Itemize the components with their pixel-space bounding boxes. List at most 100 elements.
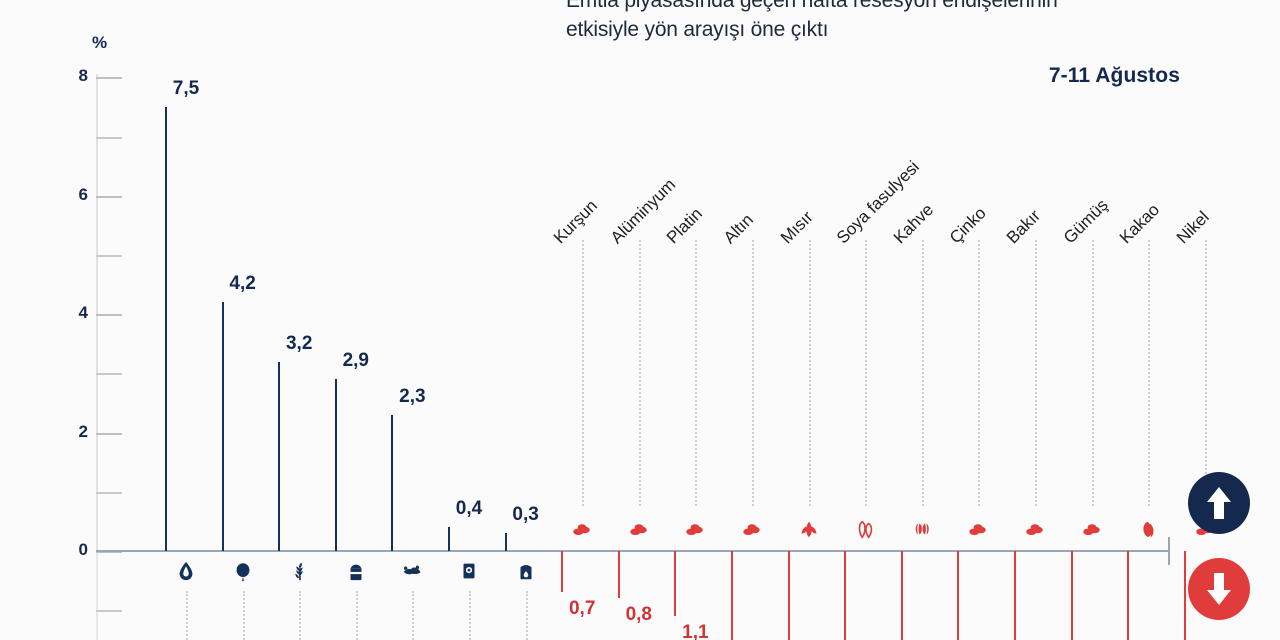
gridline-platin	[695, 240, 698, 506]
gridline-mısır	[808, 240, 811, 506]
metal-nugget-icon	[573, 524, 590, 536]
bar-brent-petrol[interactable]	[448, 527, 450, 551]
y-tick-label-4: 4	[78, 303, 88, 323]
y-tick-0	[96, 551, 122, 553]
gridline-bakır	[1035, 240, 1037, 506]
gridline-kurşun	[582, 240, 585, 506]
metal-nugget-icon	[969, 524, 987, 536]
bar-bakır[interactable]	[1014, 551, 1016, 640]
gas-drop-icon	[179, 561, 193, 581]
gridline-doğal-gaz	[186, 591, 188, 640]
axis-end-cap	[1168, 537, 1170, 565]
gas-drop-icon	[174, 559, 198, 583]
metal-nugget-icon	[966, 517, 990, 541]
gridline-altın	[752, 240, 754, 506]
bar-kakao[interactable]	[1127, 551, 1130, 640]
gridline-çinko	[978, 240, 981, 506]
sugar-sack-icon	[350, 564, 362, 581]
y-tick-3	[96, 373, 122, 376]
y-tick-label-6: 6	[78, 184, 88, 204]
bar-platin[interactable]	[674, 551, 677, 617]
value-label-alüminyum: 0,8	[625, 604, 652, 626]
bar-kurşun[interactable]	[561, 551, 564, 593]
wheat-icon	[295, 562, 303, 581]
corn-icon	[801, 521, 816, 538]
date-range-label: 7-11 Ağustos	[1048, 64, 1180, 87]
y-tick-6	[96, 195, 122, 198]
gridline-pamuk	[242, 591, 245, 640]
metal-nugget-icon	[1080, 517, 1104, 541]
arrow-up-badge	[1188, 472, 1250, 534]
metal-nugget-icon	[1023, 517, 1047, 541]
y-tick-label-0: 0	[78, 540, 88, 559]
gridline-soya-fasulyesi	[865, 240, 868, 506]
cotton-icon	[236, 563, 250, 582]
headline-line-2: etkisiyle yön arayışı öne çıktı	[566, 18, 829, 41]
category-label-kurşun: Kurşun	[550, 196, 602, 248]
category-label-kahve: Kahve	[889, 200, 937, 248]
bar-nikel[interactable]	[1183, 551, 1186, 640]
category-label-mısır: Mısır	[776, 207, 817, 248]
wheat-icon	[287, 559, 311, 583]
category-label-gümüş: Gümüş	[1059, 195, 1112, 248]
bar-kahve[interactable]	[900, 551, 903, 640]
gridline-nikel	[1204, 240, 1207, 506]
gridline-gümüş	[1091, 240, 1094, 506]
oil-barrel-icon	[463, 563, 475, 579]
bar-şeker[interactable]	[334, 379, 337, 551]
cocoa-icon	[1143, 521, 1154, 538]
sugar-sack-icon	[344, 559, 368, 583]
fuel-can-icon	[520, 565, 532, 580]
corn-icon	[797, 517, 821, 541]
bar-çinko[interactable]	[957, 551, 960, 640]
value-label-brent-petrol: 0,4	[455, 498, 483, 520]
value-label-şeker: 2,9	[342, 350, 369, 372]
metal-nugget-icon	[683, 517, 707, 541]
gridline-kakao	[1148, 240, 1151, 506]
value-label-pamuk: 4,2	[229, 273, 256, 295]
headline-line-1: Emtia piyasasında geçen hafta resesyon e…	[566, 0, 1058, 12]
y-tick-7	[96, 136, 122, 139]
arrow-up-icon	[1207, 487, 1231, 519]
y-tick-4	[96, 314, 122, 317]
bar-soya-fasulyesi[interactable]	[844, 551, 847, 640]
bar-mısır[interactable]	[787, 551, 790, 640]
value-label-kurşun: 0,7	[568, 598, 596, 620]
page-headline: Emtia piyasasında geçen hafta resesyon e…	[566, 0, 1206, 44]
value-label-ham-petrol: 0,3	[512, 504, 539, 526]
coffee-bean-icon	[915, 523, 929, 535]
bar-doğal-gaz[interactable]	[165, 107, 167, 551]
metal-nugget-icon	[630, 524, 647, 536]
y-tick-1	[96, 491, 122, 494]
y-tick--1	[96, 610, 122, 613]
bar-gümüş[interactable]	[1070, 551, 1073, 640]
y-axis-unit-label: %	[92, 33, 108, 52]
bar-buğday[interactable]	[278, 361, 281, 551]
cocoa-icon	[1136, 517, 1160, 541]
bar-pamuk[interactable]	[221, 302, 224, 551]
y-tick-label-2: 2	[78, 421, 88, 441]
bar-ham-petrol[interactable]	[504, 533, 507, 551]
gridline-şeker	[355, 591, 358, 640]
metal-nugget-icon	[570, 517, 594, 541]
y-tick-5	[96, 255, 122, 257]
value-label-platin: 1,1	[682, 622, 709, 640]
gridline-kahve	[921, 240, 924, 506]
metal-nugget-icon	[627, 517, 651, 541]
gridline-buğday	[299, 591, 302, 640]
bar-canlı-sığır[interactable]	[391, 414, 394, 551]
bar-altın[interactable]	[731, 551, 733, 640]
cattle-icon	[400, 559, 424, 583]
value-label-canlı-sığır: 2,3	[399, 385, 426, 407]
bar-alüminyum[interactable]	[617, 551, 620, 599]
metal-nugget-icon	[686, 524, 704, 536]
gridline-brent-petrol	[469, 591, 471, 640]
oil-barrel-icon	[457, 559, 481, 583]
category-label-nikel: Nikel	[1172, 207, 1213, 248]
metal-nugget-icon	[1026, 524, 1043, 536]
category-label-bakır: Bakır	[1002, 206, 1045, 248]
category-label-çinko: Çinko	[946, 203, 991, 248]
coffee-bean-icon	[910, 517, 934, 541]
